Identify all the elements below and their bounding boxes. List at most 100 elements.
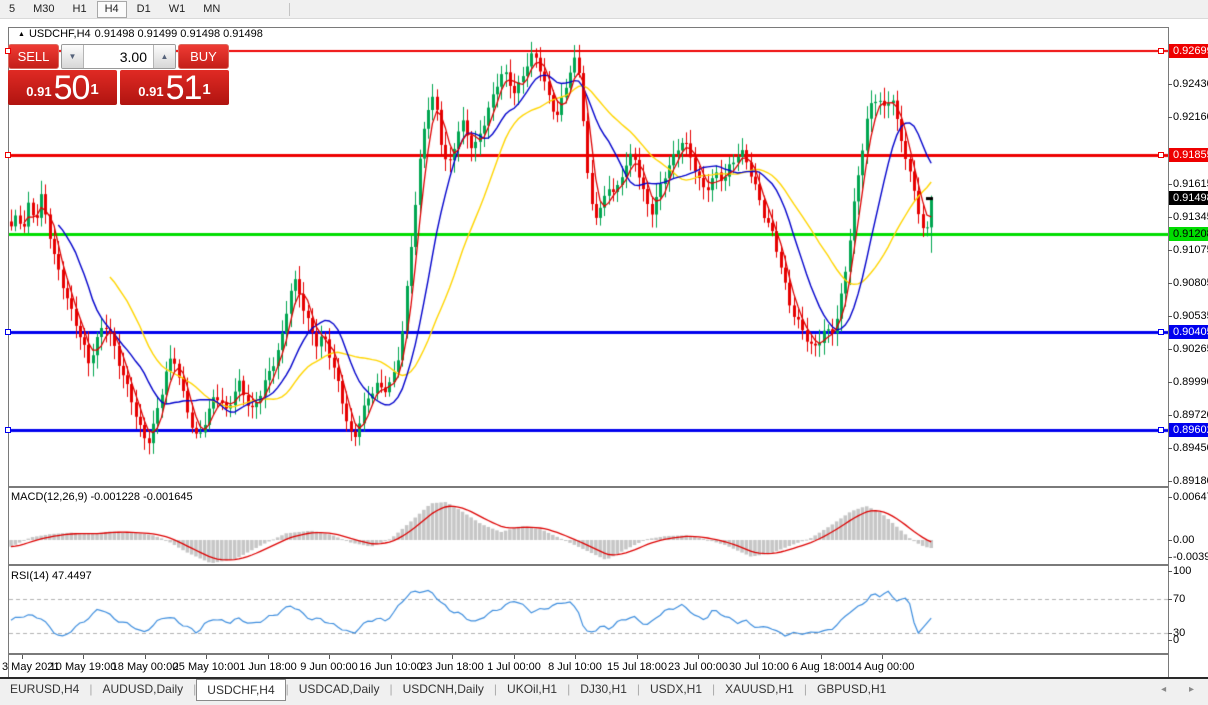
chart-tab-xauusd-h1[interactable]: XAUUSD,H1 bbox=[725, 682, 794, 696]
chart-tab-usdx-h1[interactable]: USDX,H1 bbox=[650, 682, 703, 696]
time-tick-label: 16 Jun 10:00 bbox=[359, 661, 423, 673]
chart-tab-dj30-h1[interactable]: DJ30,H1 bbox=[580, 682, 627, 696]
level-left-marker[interactable] bbox=[5, 152, 11, 158]
time-tick bbox=[22, 655, 23, 659]
time-tick-label: 14 Aug 00:00 bbox=[849, 661, 915, 673]
chart-tab-usdchf-h4[interactable]: USDCHF,H4 bbox=[196, 679, 286, 701]
time-tick-label: 3 May 2021 bbox=[2, 661, 60, 673]
time-tick bbox=[145, 655, 146, 659]
toolbar-separator bbox=[289, 2, 291, 16]
macd-tick-label: 0.00 bbox=[1173, 534, 1195, 546]
buy-button[interactable]: BUY bbox=[178, 44, 229, 69]
chart-tab-gbpusd-h1[interactable]: GBPUSD,H1 bbox=[816, 682, 887, 696]
timeframe-button-d1[interactable]: D1 bbox=[136, 2, 151, 15]
rsi-tick-label: 30 bbox=[1173, 627, 1186, 639]
price-tick bbox=[1168, 117, 1172, 118]
buy-price-box[interactable]: 0.91 51 1 bbox=[120, 70, 229, 105]
tab-separator: | bbox=[89, 682, 93, 696]
level-right-marker[interactable] bbox=[1158, 427, 1164, 433]
time-tick bbox=[452, 655, 453, 659]
buy-price-point: 1 bbox=[202, 81, 211, 98]
level-right-marker[interactable] bbox=[1158, 48, 1164, 54]
window-bottom-line bbox=[0, 677, 1208, 679]
price-tick bbox=[1168, 349, 1172, 350]
chart-frame-top bbox=[8, 27, 1169, 28]
timeframe-button-mn[interactable]: MN bbox=[203, 2, 221, 15]
time-tick-label: 18 May 00:00 bbox=[111, 661, 179, 673]
chart-tab-eurusd-h4[interactable]: EURUSD,H4 bbox=[10, 682, 80, 696]
rsi-label: RSI(14) 47.4497 bbox=[11, 570, 92, 582]
one-click-trading-widget: SELL ▼ ▲ BUY 0.91 50 1 0.91 51 1 bbox=[8, 44, 229, 105]
price-tick bbox=[1168, 415, 1172, 416]
splitter-rsi-axis bbox=[8, 653, 1169, 655]
time-tick-label: 25 May 10:00 bbox=[172, 661, 240, 673]
time-tick bbox=[514, 655, 515, 659]
macd-tick bbox=[1168, 557, 1172, 558]
time-tick bbox=[637, 655, 638, 659]
time-tick bbox=[206, 655, 207, 659]
timeframe-button-w1[interactable]: W1 bbox=[168, 2, 186, 15]
collapse-triangle-icon[interactable]: ▲ bbox=[18, 30, 25, 38]
chart-tab-usdcnh-daily[interactable]: USDCNH,Daily bbox=[402, 682, 484, 696]
macd-tick-label: 0.00647 bbox=[1173, 491, 1208, 503]
tab-separator: | bbox=[803, 682, 807, 696]
time-tick bbox=[268, 655, 269, 659]
price-tick bbox=[1168, 283, 1172, 284]
tab-separator: | bbox=[493, 682, 498, 696]
volume-increase-icon[interactable]: ▲ bbox=[153, 45, 175, 68]
macd-label: MACD(12,26,9) -0.001228 -0.001645 bbox=[11, 491, 193, 503]
splitter-macd-rsi[interactable] bbox=[8, 564, 1169, 566]
chart-quotes: 0.91498 0.91499 0.91498 0.91498 bbox=[94, 28, 263, 40]
sell-price-box[interactable]: 0.91 50 1 bbox=[8, 70, 117, 105]
buy-price-prefix: 0.91 bbox=[138, 84, 164, 99]
tab-separator: | bbox=[636, 682, 640, 696]
level-left-marker[interactable] bbox=[5, 427, 11, 433]
timeframe-button-h4[interactable]: H4 bbox=[96, 0, 127, 18]
timeframe-button-h1[interactable]: H1 bbox=[72, 2, 87, 15]
level-left-marker[interactable] bbox=[5, 329, 11, 335]
chart-symbol-period: USDCHF,H4 bbox=[28, 28, 91, 40]
chart-tab-ukoil-h1[interactable]: UKOil,H1 bbox=[507, 682, 558, 696]
price-tick bbox=[1168, 250, 1172, 251]
volume-decrease-icon[interactable]: ▼ bbox=[62, 45, 84, 68]
price-tick-label: 0.90265 bbox=[1173, 343, 1208, 355]
tab-separator: | bbox=[285, 682, 289, 696]
rsi-tick bbox=[1168, 571, 1172, 572]
timeframe-button-5[interactable]: 5 bbox=[9, 2, 16, 15]
rsi-indicator-panel[interactable] bbox=[9, 566, 1168, 653]
time-tick-label: 1 Jul 00:00 bbox=[487, 661, 541, 673]
price-tick bbox=[1168, 448, 1172, 449]
time-tick bbox=[882, 655, 883, 659]
time-tick-label: 10 May 19:00 bbox=[49, 661, 117, 673]
level-price-label: 0.91208 bbox=[1169, 227, 1208, 241]
macd-tick bbox=[1168, 497, 1172, 498]
sell-button[interactable]: SELL bbox=[8, 44, 59, 69]
time-tick bbox=[391, 655, 392, 659]
time-tick-label: 15 Jul 18:00 bbox=[607, 661, 667, 673]
tab-scroll-arrows-icon[interactable]: ◂ ▸ bbox=[1161, 684, 1204, 695]
level-left-marker[interactable] bbox=[5, 48, 11, 54]
splitter-main-macd[interactable] bbox=[8, 486, 1169, 488]
tab-separator: | bbox=[389, 682, 393, 696]
timeframe-toolbar: 5 M30 H1 H4 D1 W1 MN bbox=[0, 0, 1208, 19]
level-right-marker[interactable] bbox=[1158, 152, 1164, 158]
time-tick bbox=[83, 655, 84, 659]
volume-input[interactable] bbox=[84, 45, 153, 68]
rsi-tick-label: 70 bbox=[1173, 593, 1186, 605]
level-price-label: 0.92699 bbox=[1169, 44, 1208, 58]
time-tick bbox=[759, 655, 760, 659]
price-tick bbox=[1168, 184, 1172, 185]
chart-tab-usdcad-daily[interactable]: USDCAD,Daily bbox=[298, 682, 380, 696]
macd-indicator-panel[interactable] bbox=[9, 488, 1168, 564]
sell-price-prefix: 0.91 bbox=[26, 84, 52, 99]
sell-price-point: 1 bbox=[90, 81, 99, 98]
rsi-tick bbox=[1168, 599, 1172, 600]
level-right-marker[interactable] bbox=[1158, 329, 1164, 335]
chart-tab-audusd-daily[interactable]: AUDUSD,Daily bbox=[102, 682, 184, 696]
timeframe-button-m30[interactable]: M30 bbox=[33, 2, 55, 15]
rsi-tick-label: 100 bbox=[1173, 565, 1192, 577]
